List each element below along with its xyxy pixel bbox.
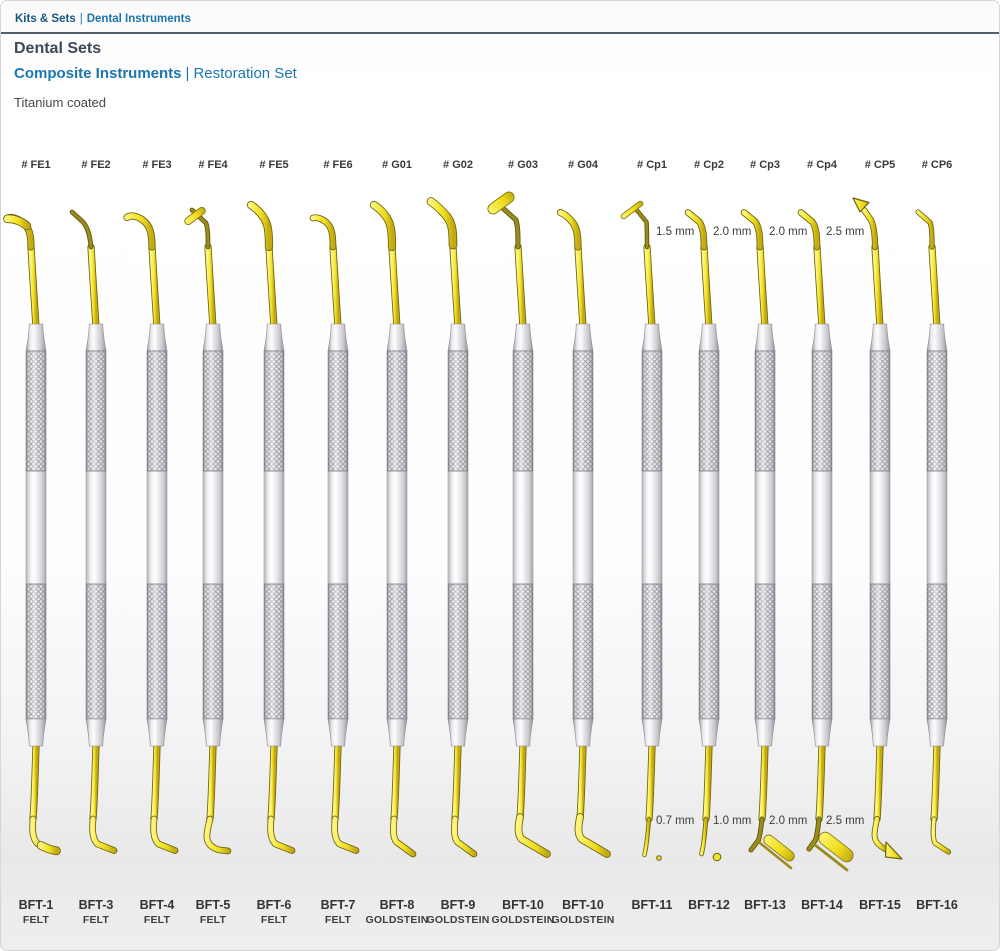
instrument-illustration <box>620 200 663 861</box>
instrument-top-code: # Cp4 <box>807 159 837 171</box>
instrument-column: # FE1 BFT-1 FELT <box>1 1 71 950</box>
section-subtitle: Composite Instruments | Restoration Set <box>14 65 297 82</box>
tip-size-note-bottom: 2.5 mm <box>826 815 865 827</box>
instrument-material: GOLDSTEIN <box>491 914 555 926</box>
tip-size-note-top: 1.5 mm <box>656 226 695 238</box>
instrument-material: FELT <box>143 914 171 926</box>
instrument-illustration <box>123 212 179 854</box>
instrument-illustration <box>740 209 795 870</box>
instrument-column: # Cp2 2.0 mm 1.0 mm BFT-12 <box>674 1 751 950</box>
instrument-model: BFT-8 <box>379 898 415 912</box>
instrument-model: BFT-16 <box>916 898 958 912</box>
instrument-material: FELT <box>82 914 110 926</box>
instrument-model: BFT-10 <box>562 898 604 912</box>
instrument-illustration <box>797 209 854 872</box>
instrument-model: BFT-13 <box>744 898 786 912</box>
instrument-illustration <box>246 200 296 854</box>
instrument-material: GOLDSTEIN <box>551 914 615 926</box>
instrument-material: FELT <box>324 914 352 926</box>
breadcrumb-section[interactable]: Kits & Sets <box>15 13 76 25</box>
instrument-column: # FE6 BFT-7 FELT <box>303 1 373 950</box>
breadcrumb-subsection[interactable]: Dental Instruments <box>86 13 191 25</box>
instrument-column: # G02 BFT-9 GOLDSTEIN <box>423 1 493 950</box>
instrument-top-code: # FE3 <box>142 159 172 171</box>
instrument-column: # Cp4 2.5 mm 2.5 mm BFT-14 <box>787 1 864 950</box>
instrument-top-code: # G01 <box>382 159 412 171</box>
instrument-model: BFT-15 <box>859 898 901 912</box>
instrument-column: # Cp3 2.0 mm 2.0 mm BFT-13 <box>730 1 807 950</box>
subtitle-separator: | <box>185 65 190 82</box>
instrument-top-code: # FE4 <box>198 159 228 171</box>
instrument-model: BFT-9 <box>440 898 476 912</box>
instrument-material: FELT <box>22 914 50 926</box>
instrument-illustration <box>369 200 417 858</box>
breadcrumb: Kits & Sets | Dental Instruments <box>15 13 191 25</box>
tip-size-note-bottom: 0.7 mm <box>656 815 695 827</box>
instrument-top-code: # FE1 <box>21 159 51 171</box>
instrument-top-code: # Cp2 <box>694 159 724 171</box>
instrument-illustration <box>684 209 722 862</box>
breadcrumb-separator: | <box>79 13 83 25</box>
tip-size-note-bottom: 1.0 mm <box>713 815 752 827</box>
instrument-illustration <box>3 213 61 856</box>
tip-size-note-top: 2.5 mm <box>826 226 865 238</box>
instrument-model: BFT-4 <box>139 898 175 912</box>
instrument-column: # Cp1 1.5 mm 0.7 mm BFT-11 <box>617 1 694 950</box>
instrument-material: FELT <box>260 914 288 926</box>
coating-note: Titanium coated <box>14 95 107 110</box>
instrument-column: # FE3 BFT-4 FELT <box>122 1 192 950</box>
instrument-column: # G01 BFT-8 GOLDSTEIN <box>362 1 432 950</box>
instrument-top-code: # FE6 <box>323 159 353 171</box>
instrument-top-code: # CP5 <box>864 159 896 171</box>
instrument-model: BFT-7 <box>320 898 356 912</box>
instrument-top-code: # G03 <box>508 159 538 171</box>
instrument-model: BFT-1 <box>18 898 54 912</box>
instrument-material: GOLDSTEIN <box>426 914 490 926</box>
instrument-top-code: # G04 <box>568 159 598 171</box>
instrument-top-code: # FE5 <box>259 159 289 171</box>
instrument-model: BFT-3 <box>78 898 114 912</box>
header-divider <box>1 32 999 34</box>
instrument-illustration <box>426 197 478 858</box>
instrument-illustration <box>915 209 952 855</box>
instrument-material: GOLDSTEIN <box>365 914 429 926</box>
instrument-illustration <box>69 209 118 854</box>
tip-size-note-top: 2.0 mm <box>769 226 808 238</box>
instrument-column: # FE2 BFT-3 FELT <box>61 1 131 950</box>
instrument-column: # FE4 BFT-5 FELT <box>178 1 248 950</box>
instrument-illustration <box>184 206 232 855</box>
instrument-column: # CP6 BFT-16 <box>902 1 972 950</box>
instrument-column: # FE5 BFT-6 FELT <box>239 1 309 950</box>
instrument-model: BFT-6 <box>256 898 292 912</box>
instrument-top-code: # CP6 <box>921 159 953 171</box>
instrument-top-code: # G02 <box>443 159 473 171</box>
instrument-model: BFT-12 <box>688 898 730 912</box>
page-title: Dental Sets <box>14 40 102 57</box>
instrument-model: BFT-14 <box>801 898 843 912</box>
instrument-material: FELT <box>199 914 227 926</box>
instrument-illustration <box>487 191 551 858</box>
tip-size-note-bottom: 2.0 mm <box>769 815 808 827</box>
subtitle-secondary: Restoration Set <box>193 65 297 82</box>
instrument-illustration <box>309 214 360 854</box>
instrument-column: # CP5 BFT-15 <box>845 1 915 950</box>
instrument-illustration <box>556 208 611 858</box>
subtitle-primary: Composite Instruments <box>14 65 182 82</box>
instrument-top-code: # Cp1 <box>637 159 667 171</box>
instrument-column: # G03 BFT-10 GOLDSTEIN <box>487 1 558 950</box>
instrument-model: BFT-10 <box>502 898 544 912</box>
instrument-top-code: # Cp3 <box>750 159 780 171</box>
instrument-top-code: # FE2 <box>81 159 111 171</box>
instrument-illustration <box>852 197 903 860</box>
instrument-model: BFT-5 <box>195 898 231 912</box>
instrument-model: BFT-11 <box>631 898 673 912</box>
instrument-column: # G04 BFT-10 GOLDSTEIN <box>548 1 618 950</box>
tip-size-note-top: 2.0 mm <box>713 226 752 238</box>
